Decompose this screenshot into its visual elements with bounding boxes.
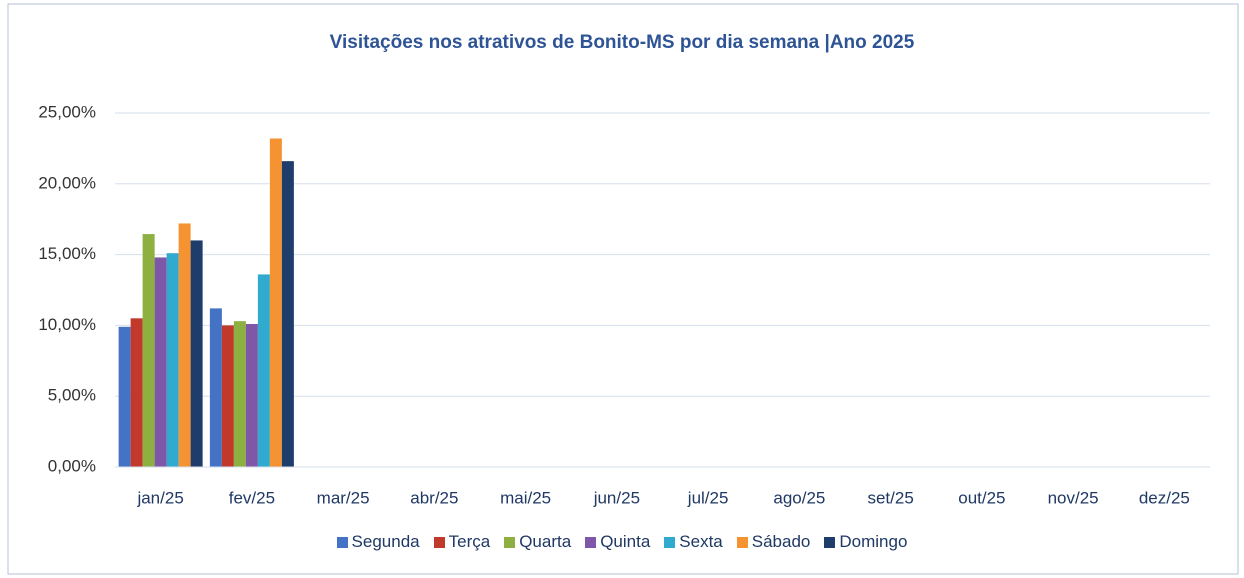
legend-item: Terça [433, 532, 491, 552]
x-tick-label: jun/25 [593, 488, 640, 507]
bar [142, 234, 155, 467]
y-tick-label: 25,00% [38, 102, 96, 121]
y-tick-label: 20,00% [38, 173, 96, 192]
bar [130, 318, 143, 467]
bar [245, 323, 258, 467]
x-tick-label: dez/25 [1139, 488, 1190, 507]
y-tick-label: 15,00% [38, 244, 96, 263]
legend-item: Quinta [585, 532, 650, 552]
bar [269, 138, 282, 467]
bar [233, 321, 246, 467]
bar [178, 223, 191, 467]
legend: Segunda Terça Quarta Quinta Sexta Sábado Domin… [0, 532, 1244, 552]
x-tick-label: out/25 [958, 488, 1005, 507]
bar [118, 326, 131, 467]
legend-label: Sábado [751, 532, 811, 551]
bar [209, 308, 222, 467]
legend-item: Quarta [504, 532, 571, 552]
legend-swatch [736, 536, 748, 548]
legend-label: Sexta [679, 532, 723, 551]
x-tick-label: jan/25 [136, 488, 183, 507]
legend-swatch [504, 536, 516, 548]
x-tick-label: mar/25 [317, 488, 370, 507]
bar [166, 253, 179, 467]
x-tick-label: set/25 [867, 488, 913, 507]
y-tick-label: 5,00% [48, 386, 96, 405]
chart-border [7, 3, 1239, 575]
legend-label: Domingo [839, 532, 908, 551]
legend-swatch [433, 536, 445, 548]
x-tick-label: fev/25 [229, 488, 275, 507]
x-tick-label: abr/25 [410, 488, 458, 507]
legend-item: Sábado [736, 532, 811, 552]
x-tick-label: jul/25 [687, 488, 729, 507]
y-tick-label: 10,00% [38, 315, 96, 334]
legend-swatch [824, 536, 836, 548]
x-tick-label: nov/25 [1048, 488, 1099, 507]
legend-label: Segunda [351, 532, 420, 551]
x-tick-label: ago/25 [773, 488, 825, 507]
y-tick-label: 0,00% [48, 456, 96, 475]
legend-label: Quinta [600, 532, 651, 551]
bar [190, 240, 203, 467]
legend-swatch [664, 536, 676, 548]
bar [281, 161, 294, 468]
legend-swatch [585, 536, 597, 548]
bar [154, 257, 167, 467]
legend-label: Terça [448, 532, 491, 551]
legend-item: Segunda [336, 532, 420, 552]
bar [257, 274, 270, 467]
legend-item: Domingo [824, 532, 907, 552]
legend-swatch [336, 536, 348, 548]
legend-label: Quarta [519, 532, 572, 551]
bar [221, 325, 234, 467]
x-tick-label: mai/25 [500, 488, 551, 507]
chart-title: Visitações nos atrativos de Bonito-MS po… [330, 32, 915, 53]
legend-item: Sexta [664, 532, 723, 552]
